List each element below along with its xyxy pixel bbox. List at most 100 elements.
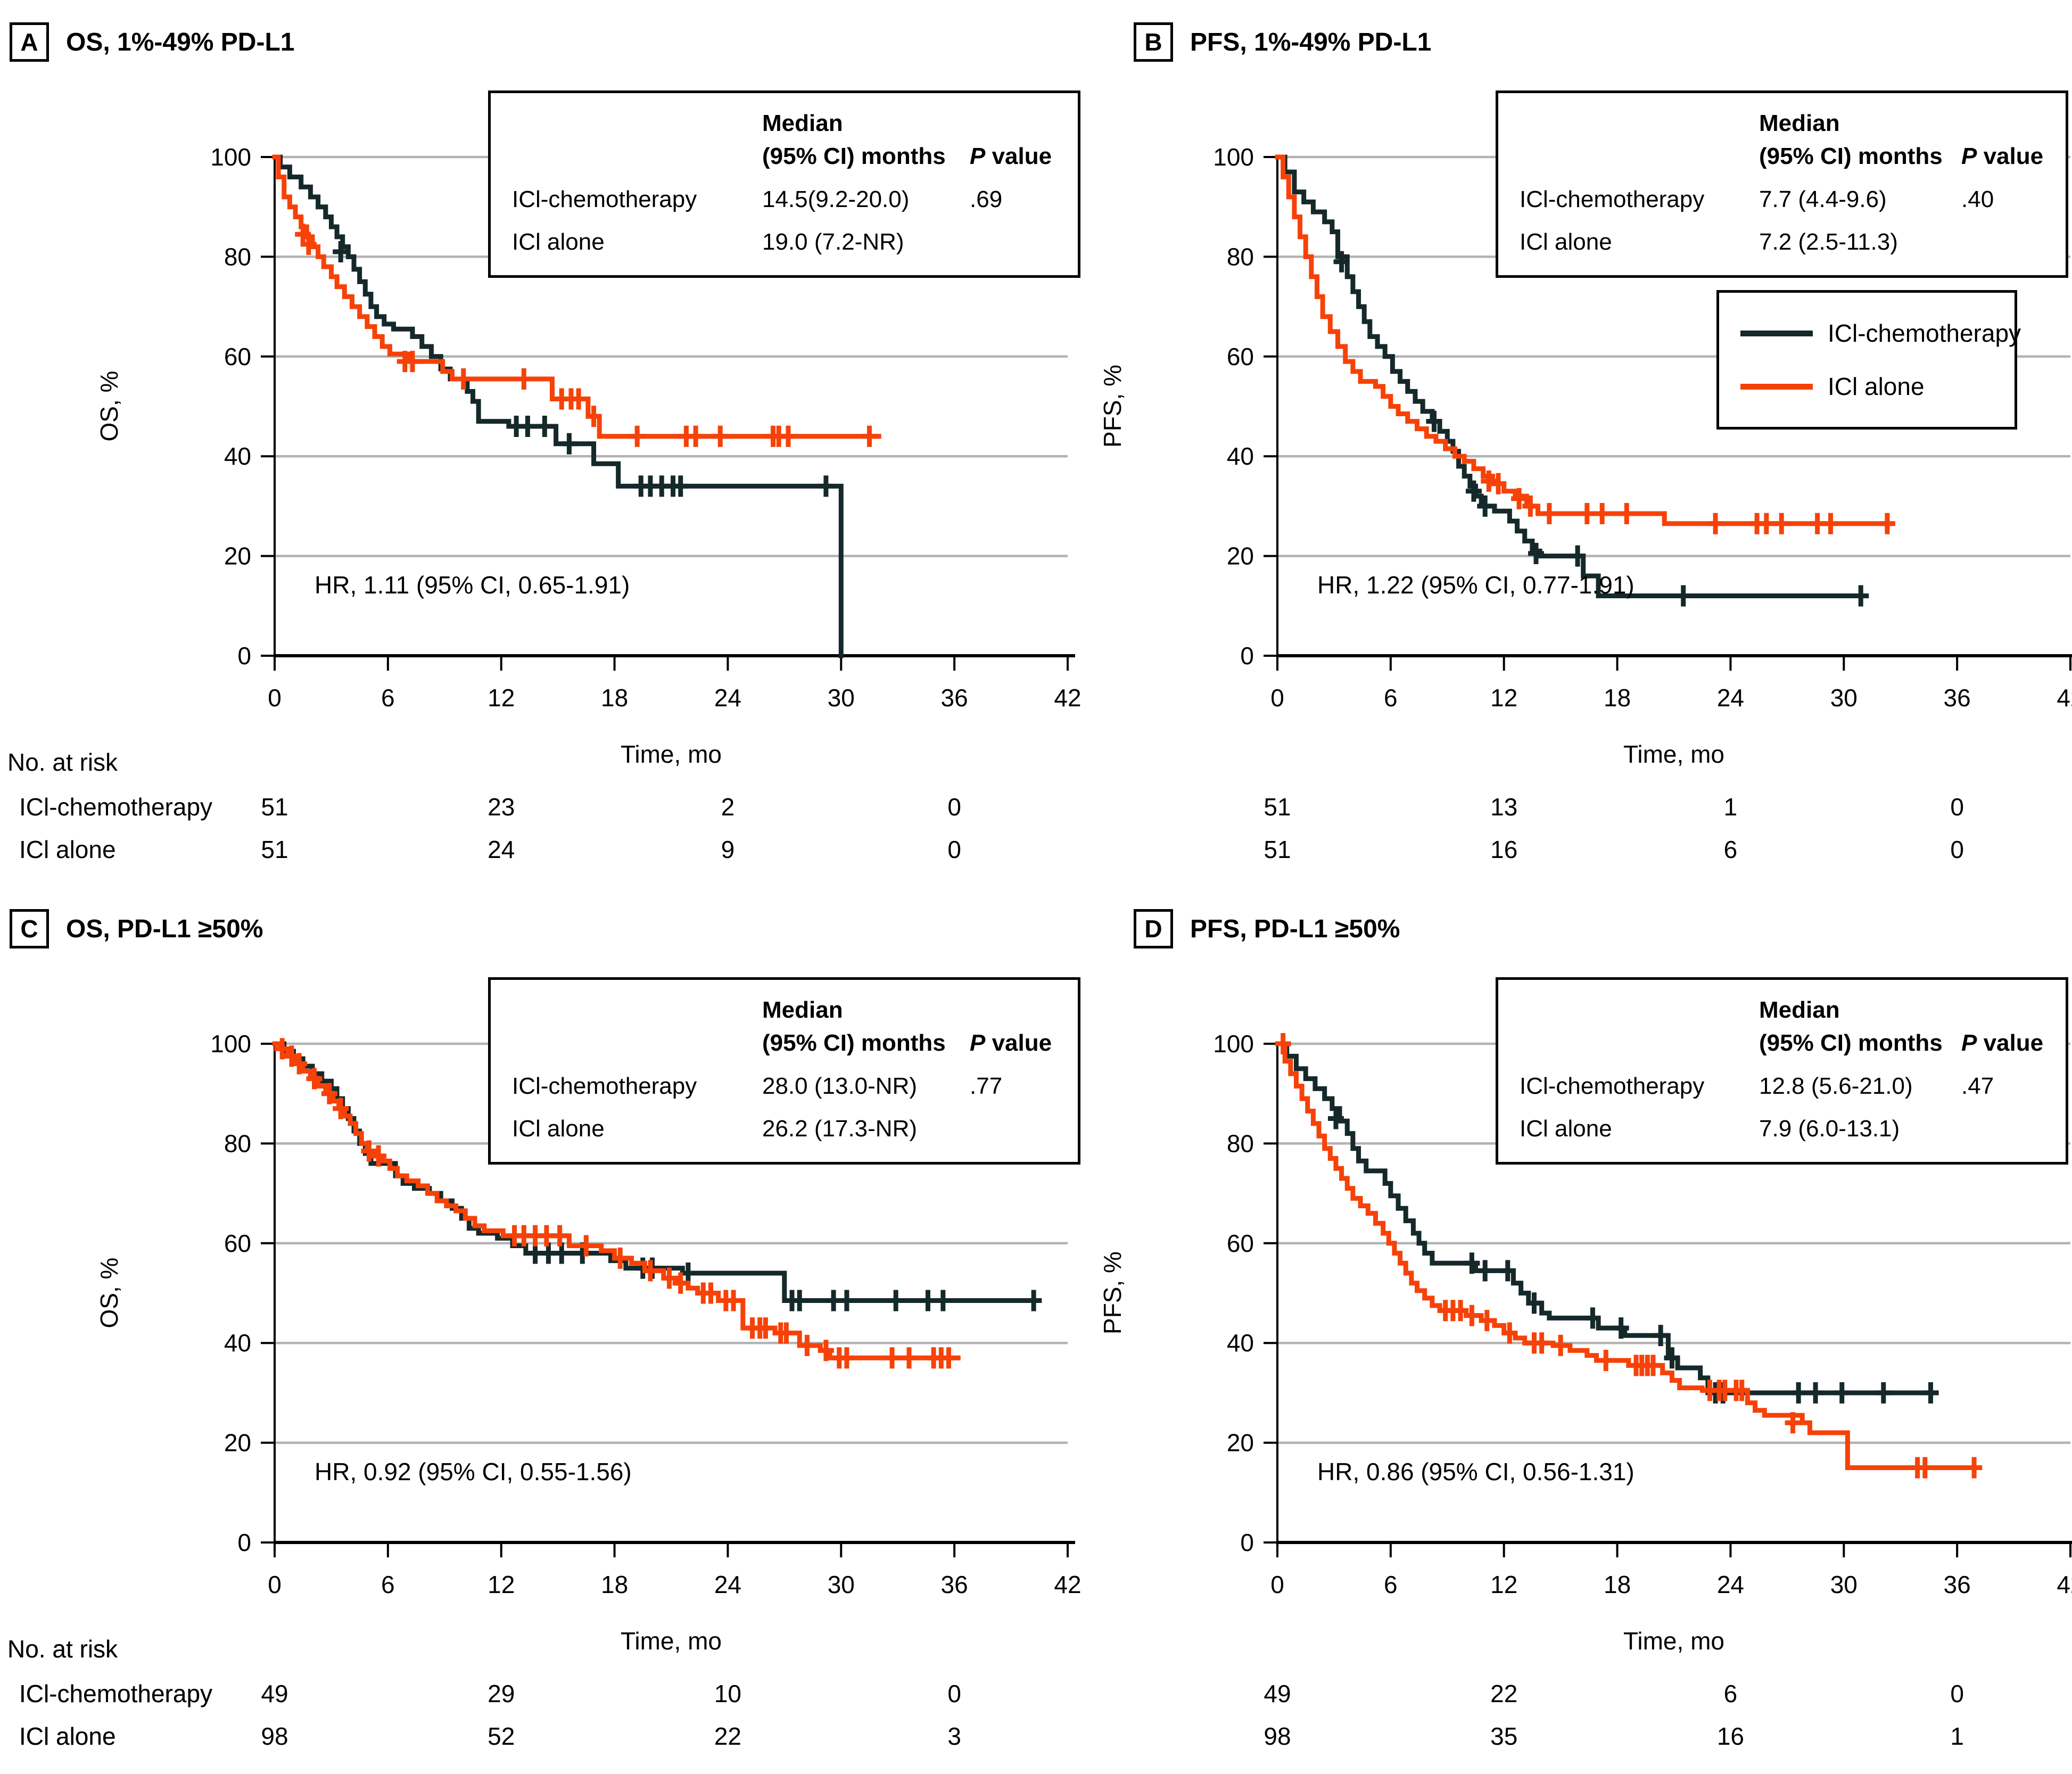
x-tick-label: 30 [828,684,855,712]
panel-c-stats-box: Median (95% CI) months P value ICl-chemo… [488,977,1080,1165]
y-tick-label: 80 [224,1129,251,1157]
risk-count: 24 [488,836,515,863]
x-tick-label: 12 [1490,1571,1517,1598]
x-tick-label: 36 [941,684,968,712]
panel-c-x-axis-title: Time, mo [621,1627,722,1655]
panel-c-hr-annotation: HR, 0.92 (95% CI, 0.55-1.56) [315,1458,632,1486]
stats-median-line1: Median [762,997,843,1023]
y-tick-label: 0 [237,1529,251,1556]
risk-count: 10 [714,1680,741,1707]
y-tick-label: 60 [1227,1230,1254,1257]
stats-row-median: 19.0 (7.2-NR) [762,229,904,255]
stats-row-name: ICl alone [1520,1116,1612,1142]
risk-count: 51 [261,793,288,821]
risk-count: 35 [1490,1722,1517,1750]
y-tick-label: 20 [224,542,251,570]
risk-count: 9 [721,836,735,863]
risk-count: 23 [488,793,515,821]
stats-pvalue-header: P value [1961,1030,2044,1057]
panel-b-title: PFS, 1%-49% PD-L1 [1190,28,1432,56]
stats-median-line2: (95% CI) months [1759,1030,1943,1057]
stats-row-name: ICl-chemotherapy [1520,186,1705,212]
risk-row-label: ICl-chemotherapy [19,793,212,821]
panel-d-letter: D [1134,909,1173,948]
y-tick-label: 40 [1227,442,1254,470]
risk-table-header: No. at risk [7,748,118,776]
y-tick-label: 20 [224,1429,251,1457]
stats-median-line2: (95% CI) months [762,1030,946,1057]
stats-median-line2: (95% CI) months [1759,143,1943,170]
risk-count: 1 [1950,1722,1964,1750]
stats-median-header: Median (95% CI) months [762,107,970,174]
y-tick-label: 40 [224,442,251,470]
risk-count: 98 [1264,1722,1291,1750]
risk-count: 13 [1490,793,1517,821]
stats-row-p [1961,1112,2055,1145]
risk-count: 3 [947,1722,961,1750]
stats-row-name: ICl-chemotherapy [512,1072,697,1099]
risk-count: 49 [261,1680,288,1707]
risk-count: 2 [721,793,735,821]
risk-table-header: No. at risk [7,1635,118,1663]
panel-c-title: OS, PD-L1 ≥50% [66,914,263,943]
legend-line-alone [1740,383,1813,390]
risk-row-label: ICl alone [19,1722,116,1750]
stats-median-header: Median (95% CI) months [1759,107,1961,174]
x-tick-label: 18 [1604,684,1631,712]
y-tick-label: 0 [237,642,251,670]
x-tick-label: 24 [1717,1571,1744,1598]
x-tick-label: 30 [1830,684,1858,712]
stats-row-p [1961,226,2055,259]
risk-row-label: ICl-chemotherapy [19,1680,212,1707]
x-tick-label: 18 [601,684,628,712]
stats-row-name: ICl alone [512,229,605,255]
stats-row-median: 7.2 (2.5-11.3) [1759,229,1898,255]
x-tick-label: 42 [1054,684,1081,712]
x-tick-label: 12 [1490,684,1517,712]
stats-pvalue-header: P value [1961,143,2044,170]
stats-median-header: Median (95% CI) months [1759,994,1961,1060]
risk-row-label: ICl alone [19,836,116,863]
stats-corner [512,107,762,174]
panel-c-letter: C [10,909,49,948]
panel-a-x-axis-title: Time, mo [621,740,722,768]
panel-c-y-axis-title: OS, % [95,1257,123,1329]
stats-row-median: 7.7 (4.4-9.6) [1759,186,1887,212]
y-tick-label: 20 [1227,1429,1254,1457]
x-tick-label: 18 [1604,1571,1631,1598]
x-tick-label: 30 [828,1571,855,1598]
x-tick-label: 6 [381,1571,395,1598]
y-tick-label: 20 [1227,542,1254,570]
x-tick-label: 6 [381,684,395,712]
km-curve [272,154,881,439]
y-tick-label: 80 [1227,243,1254,270]
panel-b-letter: B [1134,22,1173,62]
y-tick-label: 80 [224,243,251,270]
risk-count: 0 [1950,836,1964,863]
x-tick-label: 36 [941,1571,968,1598]
x-tick-label: 0 [268,684,282,712]
stats-row-median: 12.8 (5.6-21.0) [1759,1072,1913,1099]
x-tick-label: 24 [714,684,741,712]
risk-count: 22 [1490,1680,1517,1707]
risk-count: 98 [261,1722,288,1750]
x-tick-label: 0 [268,1571,282,1598]
km-curve [1275,1041,1939,1396]
legend-label-alone: ICl alone [1828,373,1925,400]
risk-count: 16 [1490,836,1517,863]
x-tick-label: 42 [2057,684,2072,712]
panel-d-stats-box: Median (95% CI) months P value ICl-chemo… [1496,977,2068,1165]
stats-corner [1520,107,1759,174]
y-tick-label: 100 [210,1030,251,1058]
y-tick-label: 100 [1213,143,1254,171]
risk-count: 0 [947,836,961,863]
panel-d-header: D PFS, PD-L1 ≥50% [1134,909,1400,948]
km-curve [1275,1041,1983,1470]
panel-b-stats-box: Median (95% CI) months P value ICl-chemo… [1496,90,2068,278]
x-tick-label: 6 [1384,684,1398,712]
panel-a-stats-box: Median (95% CI) months P value ICl-chemo… [488,90,1080,278]
stats-row-p [970,226,1067,259]
risk-count: 22 [714,1722,741,1750]
